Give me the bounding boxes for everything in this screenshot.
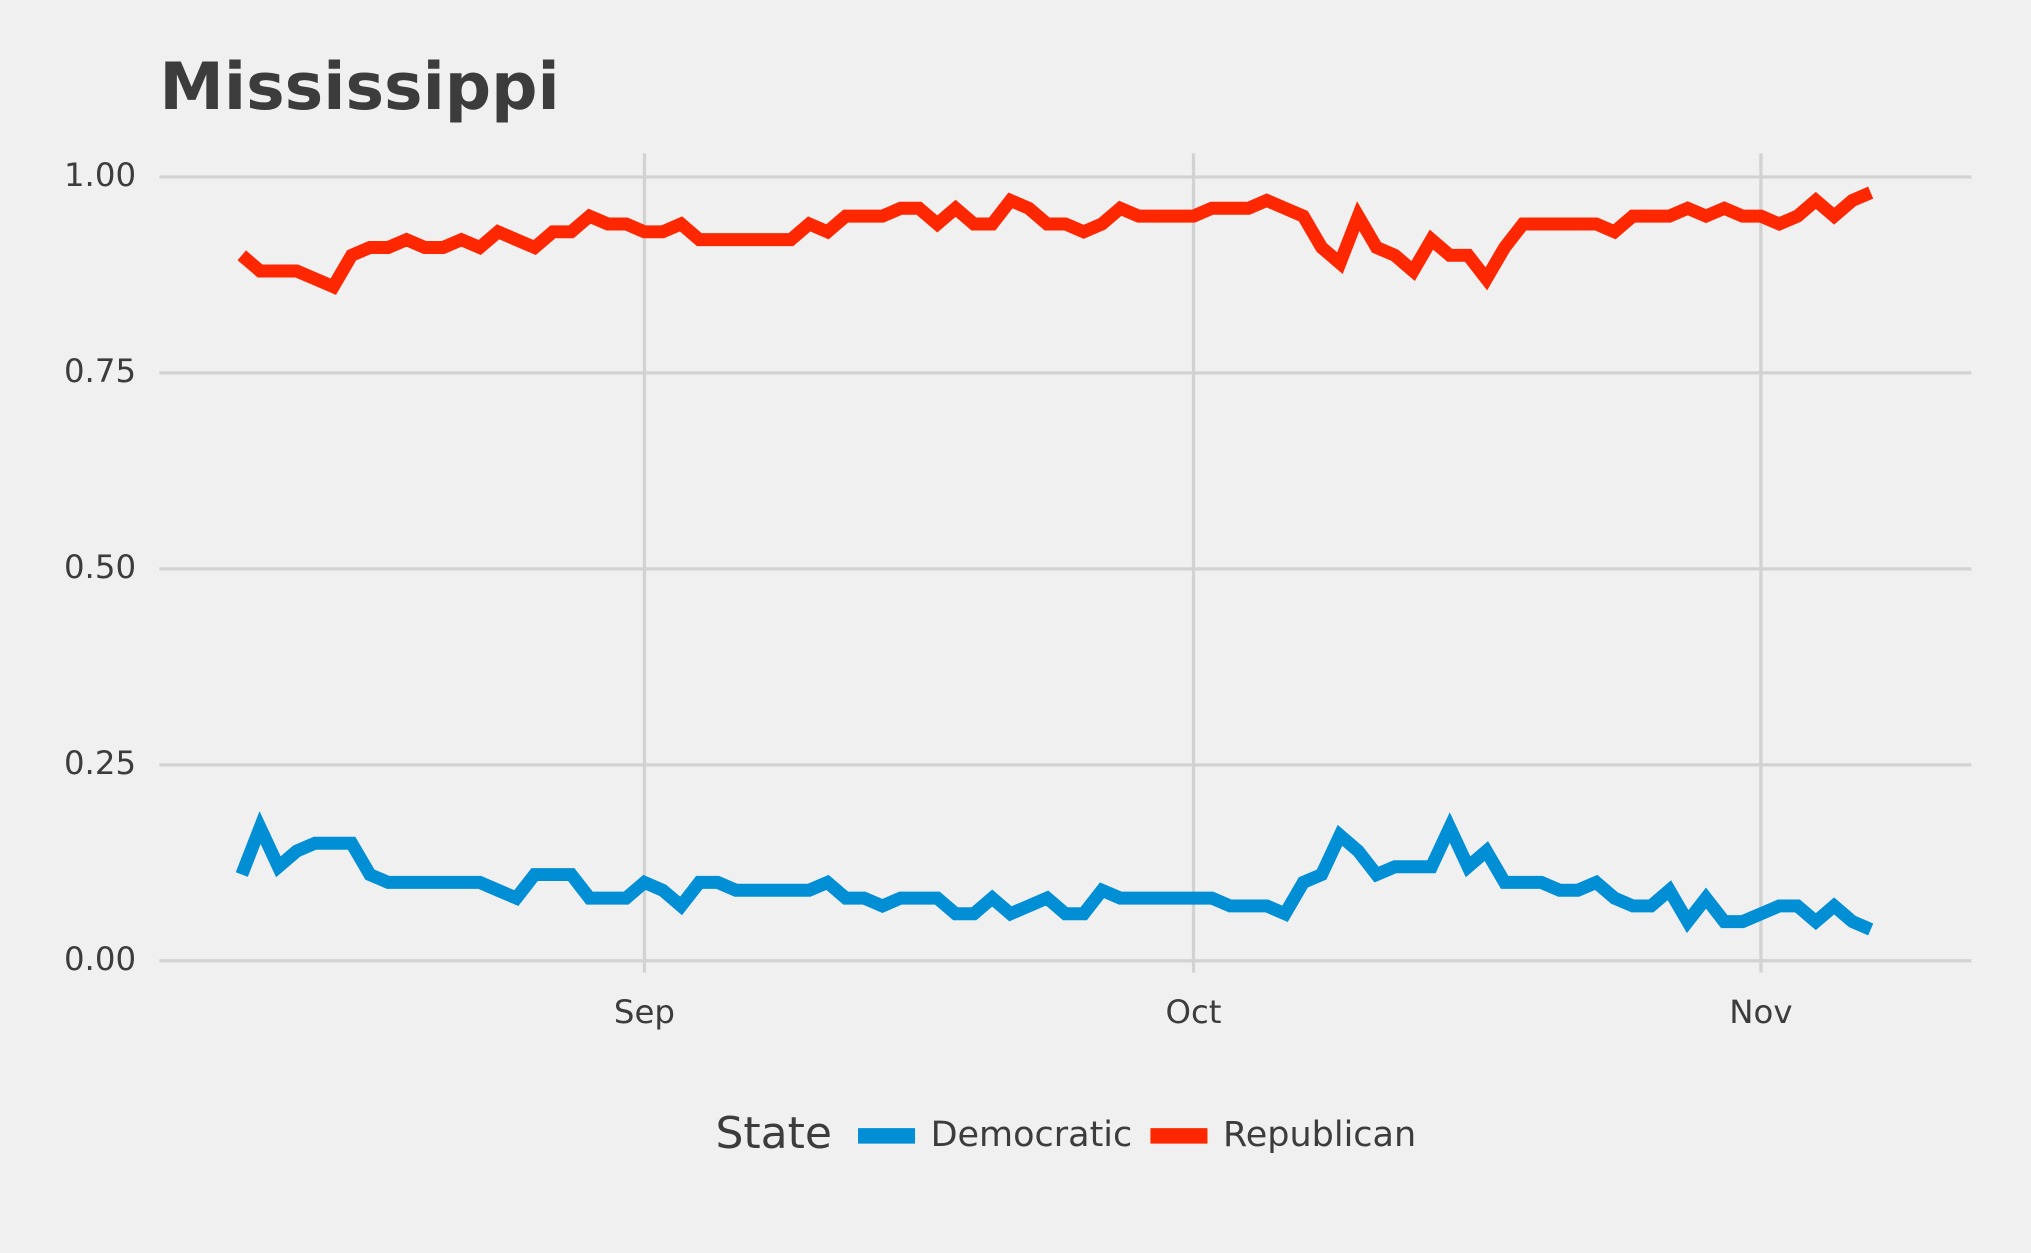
legend-label: Democratic (931, 1115, 1133, 1155)
y-tick-label: 0.50 (64, 548, 136, 586)
x-tick-label: Oct (1166, 993, 1222, 1031)
x-tick-label: Sep (614, 993, 675, 1031)
legend-title: State (715, 1108, 832, 1159)
chart-title: Mississippi (159, 50, 559, 125)
y-tick-label: 0.00 (64, 940, 136, 978)
line (237, 186, 1874, 295)
y-tick-label: 0.25 (64, 744, 136, 782)
line (235, 811, 1874, 936)
legend-label: Republican (1223, 1115, 1416, 1155)
x-tick-label: Nov (1729, 993, 1792, 1031)
y-tick-label: 0.75 (64, 352, 136, 390)
y-tick-label: 1.00 (64, 156, 136, 194)
